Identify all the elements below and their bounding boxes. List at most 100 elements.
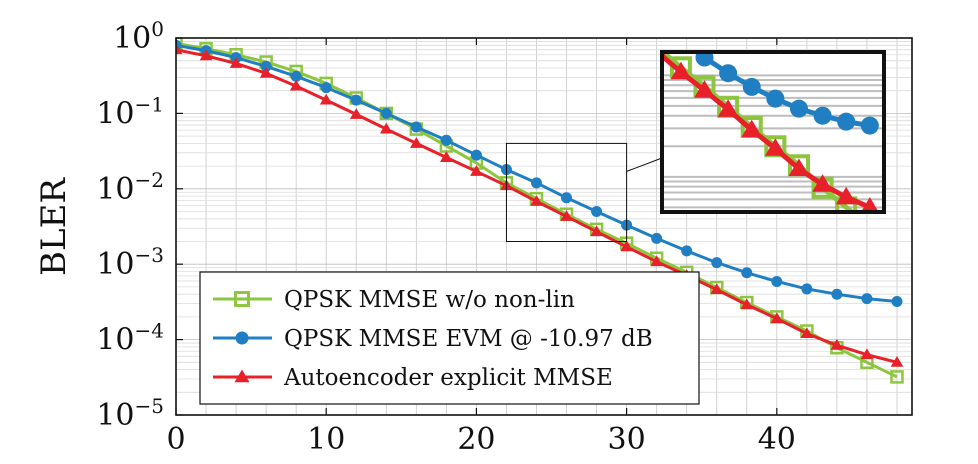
data-point-circle	[801, 283, 813, 295]
grid	[176, 38, 912, 415]
data-point-triangle	[670, 61, 692, 80]
data-point-circle	[891, 296, 903, 308]
legend-label: Autoencoder explicit MMSE	[283, 365, 613, 391]
legend-label: QPSK MMSE EVM @ -10.97 dB	[284, 326, 653, 352]
series-circle	[176, 39, 903, 308]
data-point-triangle	[600, 1, 621, 19]
data-point-triangle	[788, 158, 810, 177]
data-point-triangle	[710, 283, 724, 295]
data-point-circle	[440, 134, 452, 146]
data-point-circle	[260, 60, 272, 72]
series-triangle	[600, 1, 879, 212]
data-point-triangle	[440, 151, 453, 162]
x-tick-label: 0	[166, 422, 185, 457]
plot-frame	[175, 37, 913, 416]
data-point-circle	[771, 275, 783, 287]
data-point-circle	[719, 64, 738, 83]
legend-entry: QPSK MMSE EVM @ -10.97 dB	[213, 326, 653, 352]
data-point-triangle	[319, 93, 333, 105]
data-point-triangle	[289, 79, 303, 91]
data-point-triangle	[835, 186, 857, 205]
data-point-circle	[350, 94, 362, 106]
y-tick-label: 10−2	[96, 168, 164, 207]
x-tick-label: 40	[758, 422, 796, 457]
data-point-triangle	[259, 67, 273, 78]
data-point-circle	[837, 112, 856, 131]
data-point-triangle	[650, 255, 663, 267]
y-tick-label: 10−5	[96, 394, 164, 433]
data-point-circle	[648, 14, 666, 32]
inset-plot	[600, 0, 884, 212]
data-point-square	[176, 38, 183, 51]
inset-frame	[660, 50, 886, 214]
data-point-triangle	[765, 138, 786, 156]
data-point-circle	[380, 107, 392, 119]
data-point-triangle	[830, 338, 844, 350]
series-layer	[176, 38, 904, 384]
y-tick-label: 10−1	[96, 92, 164, 131]
data-point-triangle	[800, 327, 814, 339]
data-point-circle	[410, 121, 422, 133]
x-tick-label: 20	[457, 422, 495, 457]
data-point-circle	[591, 205, 603, 217]
data-point-circle	[741, 267, 753, 279]
y-axis-title: BLER	[34, 177, 74, 276]
data-point-triangle	[694, 80, 715, 98]
data-point-triangle	[860, 348, 874, 360]
data-point-triangle	[620, 240, 633, 252]
legend-box	[199, 271, 700, 405]
zoom-inset	[505, 0, 886, 243]
legend-entry: QPSK MMSE w/o non-lin	[213, 287, 575, 313]
data-point-triangle	[229, 57, 243, 68]
data-point-circle	[561, 192, 573, 204]
x-tick-label: 30	[608, 422, 646, 457]
data-point-triangle	[740, 298, 754, 310]
data-point-triangle	[717, 99, 739, 117]
data-point-triangle	[470, 165, 483, 176]
data-point-circle	[651, 232, 663, 244]
data-point-circle	[470, 149, 482, 161]
data-point-triangle	[199, 49, 213, 61]
data-point-circle	[320, 82, 332, 94]
data-point-circle	[235, 331, 249, 345]
data-point-triangle	[349, 108, 363, 119]
data-point-triangle	[890, 355, 904, 367]
data-point-square	[601, 0, 619, 17]
data-point-triangle	[812, 174, 833, 192]
data-point-circle	[766, 89, 785, 108]
data-point-triangle	[560, 210, 573, 221]
data-point-triangle	[234, 369, 250, 383]
series-circle	[625, 0, 879, 135]
legend-entry: Autoencoder explicit MMSE	[213, 365, 613, 391]
data-point-square	[234, 291, 250, 307]
data-point-circle	[860, 116, 879, 135]
data-point-triangle	[530, 195, 543, 206]
data-point-square	[890, 370, 904, 384]
data-point-circle	[711, 257, 723, 269]
x-tick-label: 10	[307, 422, 345, 457]
data-point-triangle	[590, 225, 603, 237]
zoom-connector	[626, 157, 663, 172]
data-point-circle	[742, 77, 761, 96]
data-point-circle	[831, 288, 843, 300]
legend: QPSK MMSE w/o non-lin QPSK MMSE EVM @ -10…	[199, 271, 700, 405]
data-point-triangle	[410, 137, 423, 148]
y-tick-label: 10−4	[96, 319, 164, 358]
data-point-triangle	[861, 197, 879, 212]
zoom-region-box	[505, 142, 628, 243]
legend-label: QPSK MMSE w/o non-lin	[284, 287, 575, 313]
data-point-circle	[681, 245, 693, 257]
data-point-circle	[813, 106, 832, 125]
y-tick-label: 10−3	[96, 243, 164, 282]
data-point-circle	[861, 293, 873, 305]
data-point-triangle	[770, 312, 784, 324]
data-point-circle	[530, 177, 542, 189]
data-point-triangle	[176, 43, 183, 55]
data-point-circle	[625, 0, 643, 13]
data-point-triangle	[741, 119, 763, 138]
data-point-triangle	[379, 122, 393, 134]
axis-ticks: 0 10 20 30 40 100 10−1 10−2 10−3 10−4 10−5	[96, 17, 796, 457]
series-triangle	[176, 43, 904, 367]
